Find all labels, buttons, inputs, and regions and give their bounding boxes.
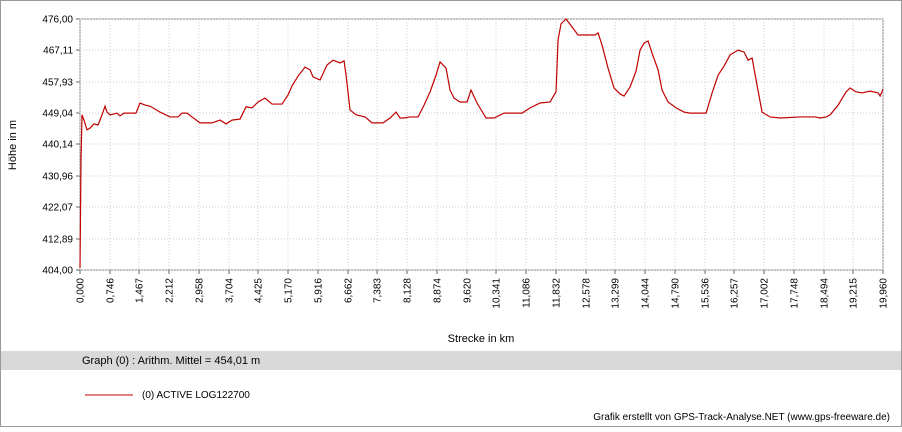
x-tick-label: 11,832 [552, 278, 563, 308]
y-tick-label: 422,07 [42, 203, 73, 214]
x-tick-label: 7,383 [373, 278, 384, 303]
y-axis-label: Höhe in m [7, 120, 19, 170]
y-tick-label: 404,00 [42, 266, 73, 277]
x-tick-label: 18,494 [820, 278, 831, 309]
x-tick-label: 9,620 [463, 278, 474, 303]
x-tick-label: 14,790 [671, 278, 682, 309]
x-tick-label: 8,874 [433, 278, 444, 303]
x-tick-label: 14,044 [640, 278, 651, 309]
statistic: Graph (0) : Arithm. Mittel = 454,01 m [82, 355, 260, 367]
y-tick-label: 412,89 [42, 235, 73, 246]
credit: Grafik erstellt von GPS-Track-Analyse.NE… [593, 412, 890, 423]
x-tick-label: 17,002 [759, 278, 770, 309]
x-tick-label: 10,341 [492, 278, 503, 309]
x-tick-label: 16,257 [730, 278, 741, 309]
x-tick-label: 13,299 [611, 278, 622, 309]
y-tick-label: 449,04 [42, 108, 73, 119]
x-tick-label: 0,000 [76, 278, 87, 303]
x-tick-label: 17,748 [790, 278, 801, 309]
x-tick-label: 1,467 [135, 278, 146, 303]
elevation-line [79, 18, 884, 268]
x-tick-label: 8,128 [402, 278, 413, 303]
y-tick-label: 430,96 [42, 172, 73, 183]
y-tick-label: 467,11 [43, 45, 73, 56]
stat-band [1, 351, 901, 370]
x-tick-label: 11,086 [521, 278, 532, 308]
x-tick-label: 3,704 [225, 278, 236, 303]
y-tick-label: 457,93 [42, 77, 73, 88]
y-tick-label: 440,14 [42, 140, 73, 151]
x-tick-label: 4,425 [254, 278, 265, 303]
x-tick-label: 19,960 [879, 278, 890, 309]
x-tick-label: 15,536 [701, 278, 712, 309]
x-tick-label: 2,212 [164, 278, 175, 303]
x-axis-label: Strecke in km [448, 333, 515, 345]
x-tick-label: 0,746 [106, 278, 117, 303]
x-tick-label: 6,662 [344, 278, 355, 303]
x-tick-label: 5,916 [314, 278, 325, 303]
legend-label: (0) ACTIVE LOG122700 [142, 390, 250, 401]
x-tick-label: 2,958 [195, 278, 206, 303]
x-tick-label: 19,215 [849, 278, 860, 309]
y-tick-label: 476,00 [42, 15, 73, 26]
x-tick-label: 5,170 [283, 278, 294, 303]
x-tick-label: 12,578 [582, 278, 593, 309]
